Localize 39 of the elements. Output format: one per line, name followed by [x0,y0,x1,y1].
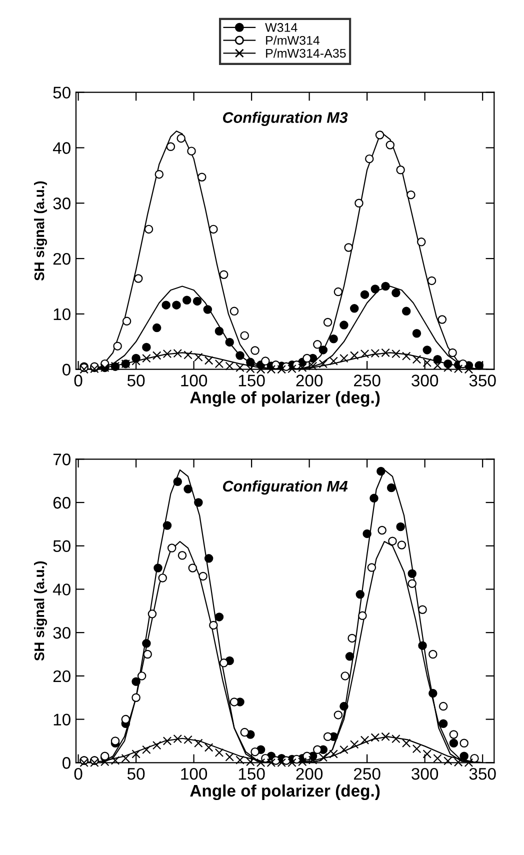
x-tick-label: 250 [354,768,380,780]
annotation: Configuration M4 [223,480,348,495]
y-tick-label: 70 [53,454,70,466]
x-tick-label: 50 [127,768,145,780]
y-tick-label: 40 [52,584,70,596]
x-tick-label: 200 [296,374,323,386]
x-tick-label: 250 [354,374,380,386]
x-tick-label: 350 [469,768,496,780]
y-axis-title: SH signal (a.u.) [34,181,48,281]
y-tick-label: 40 [52,142,70,154]
x-tick-label: 300 [412,768,438,780]
y-tick-label: 50 [53,86,70,99]
legend-label: P/mW314 [266,36,320,45]
y-tick-label: 60 [53,496,70,509]
y-tick-label: 50 [53,540,70,552]
x-tick-label: 200 [296,768,323,780]
x-tick-label: 150 [238,374,265,386]
y-tick-label: 10 [54,308,70,320]
x-tick-label: 100 [181,768,208,780]
y-axis-title: SH signal (a.u.) [34,561,48,661]
legend-label: W314 [265,23,298,32]
annotation: Configuration M3 [223,112,348,126]
y-tick-label: 0 [62,757,70,769]
y-tick-label: 20 [53,670,70,682]
x-axis-title: Angle of polarizer (deg.) [190,784,380,800]
y-tick-label: 0 [62,364,70,376]
x-tick-label: 300 [412,374,438,386]
x-tick-label: 0 [74,768,82,780]
x-tick-label: 150 [238,768,265,780]
legend-label: P/mW314-A35 [266,48,346,58]
y-tick-label: 30 [53,626,70,639]
y-tick-label: 30 [53,198,70,210]
x-axis-title: Angle of polarizer (deg.) [190,391,380,407]
x-tick-label: 50 [127,374,145,386]
x-tick-label: 0 [74,374,82,386]
y-tick-label: 20 [53,252,70,265]
x-tick-label: 350 [469,374,496,386]
x-tick-label: 100 [181,374,208,386]
y-tick-label: 10 [54,714,70,726]
